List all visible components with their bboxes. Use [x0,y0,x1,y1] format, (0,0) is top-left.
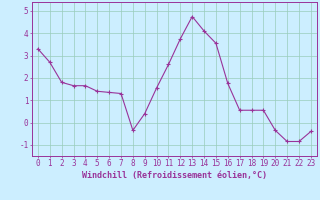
X-axis label: Windchill (Refroidissement éolien,°C): Windchill (Refroidissement éolien,°C) [82,171,267,180]
